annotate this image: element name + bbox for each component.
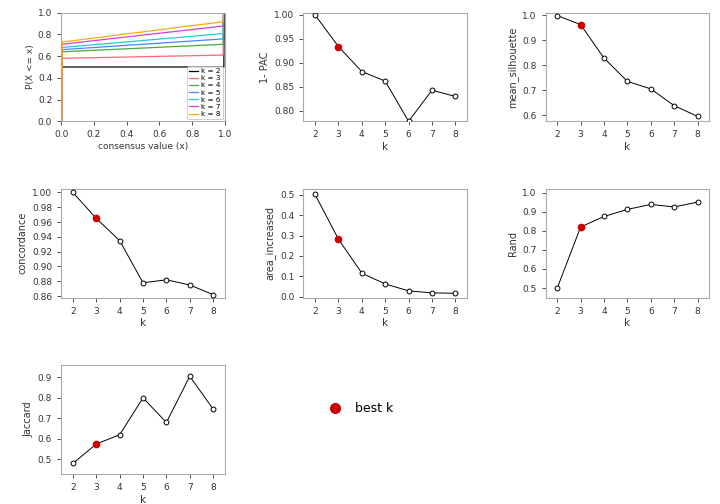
X-axis label: consensus value (x): consensus value (x) — [98, 142, 188, 151]
k = 2 — [154, 64, 163, 70]
k = 4 — [191, 42, 199, 48]
k = 6 — [135, 38, 143, 44]
k = 4 — [154, 44, 163, 50]
Y-axis label: concordance: concordance — [18, 212, 28, 274]
k = 8 — [135, 29, 143, 35]
k = 5 — [145, 41, 154, 47]
k = 7 — [191, 26, 199, 32]
k = 5 — [219, 10, 228, 16]
k = 5 — [135, 41, 144, 47]
k = 2 — [191, 64, 199, 70]
k = 3 — [57, 118, 66, 124]
Line: k = 2: k = 2 — [61, 13, 225, 121]
k = 8 — [191, 22, 199, 28]
k = 3 — [145, 53, 154, 59]
k = 7 — [57, 118, 66, 124]
k = 6 — [145, 37, 154, 43]
k = 7 — [217, 23, 225, 29]
Line: k = 3: k = 3 — [61, 13, 225, 121]
k = 3 — [135, 54, 143, 60]
k = 6 — [217, 31, 225, 37]
k = 7 — [145, 31, 154, 37]
k = 7 — [135, 33, 143, 39]
Line: k = 7: k = 7 — [61, 13, 225, 121]
Legend: k = 2, k = 3, k = 4, k = 5, k = 6, k = 7, k = 8: k = 2, k = 3, k = 4, k = 5, k = 6, k = 7… — [187, 66, 222, 119]
k = 8 — [217, 19, 225, 25]
k = 6 — [220, 10, 229, 16]
Line: k = 8: k = 8 — [61, 13, 225, 121]
k = 7 — [220, 10, 229, 16]
Line: k = 6: k = 6 — [61, 13, 225, 121]
k = 6 — [191, 33, 199, 39]
k = 8 — [57, 118, 66, 124]
Y-axis label: area_increased: area_increased — [265, 206, 276, 280]
k = 6 — [154, 36, 163, 42]
X-axis label: k: k — [140, 319, 146, 329]
Line: k = 4: k = 4 — [61, 13, 225, 121]
k = 4 — [217, 41, 225, 47]
Y-axis label: P(X <= x): P(X <= x) — [26, 45, 35, 89]
k = 4 — [219, 10, 228, 16]
k = 2 — [220, 10, 229, 16]
k = 5 — [135, 41, 143, 47]
k = 3 — [219, 10, 228, 16]
k = 8 — [145, 28, 154, 34]
k = 4 — [135, 45, 144, 51]
Legend: best k: best k — [318, 397, 399, 420]
k = 4 — [145, 45, 154, 51]
X-axis label: k: k — [624, 319, 631, 329]
k = 5 — [220, 10, 229, 16]
k = 2 — [135, 64, 143, 70]
Y-axis label: Rand: Rand — [508, 231, 518, 256]
k = 4 — [57, 118, 66, 124]
k = 6 — [57, 118, 66, 124]
X-axis label: k: k — [624, 142, 631, 152]
k = 3 — [191, 52, 199, 58]
Y-axis label: 1- PAC: 1- PAC — [260, 51, 270, 83]
k = 8 — [154, 27, 163, 33]
k = 6 — [219, 10, 228, 16]
k = 4 — [220, 10, 229, 16]
k = 5 — [191, 38, 199, 44]
X-axis label: k: k — [382, 319, 388, 329]
k = 8 — [220, 10, 229, 16]
X-axis label: k: k — [382, 142, 388, 152]
Y-axis label: mean_silhouette: mean_silhouette — [507, 26, 518, 108]
k = 8 — [219, 10, 228, 16]
Y-axis label: Jaccard: Jaccard — [24, 402, 34, 437]
k = 4 — [135, 45, 143, 51]
k = 7 — [154, 30, 163, 36]
k = 3 — [217, 52, 225, 58]
k = 3 — [220, 10, 229, 16]
k = 2 — [217, 64, 225, 70]
k = 6 — [135, 38, 144, 44]
k = 7 — [219, 10, 228, 16]
X-axis label: k: k — [140, 494, 146, 504]
k = 2 — [220, 10, 228, 16]
k = 5 — [57, 118, 66, 124]
k = 2 — [57, 118, 66, 124]
Line: k = 5: k = 5 — [61, 13, 225, 121]
k = 5 — [154, 40, 163, 46]
k = 5 — [217, 36, 225, 42]
k = 2 — [145, 64, 154, 70]
k = 3 — [135, 54, 144, 60]
k = 2 — [135, 64, 144, 70]
k = 3 — [154, 53, 163, 59]
k = 8 — [135, 29, 144, 35]
k = 7 — [135, 32, 144, 38]
